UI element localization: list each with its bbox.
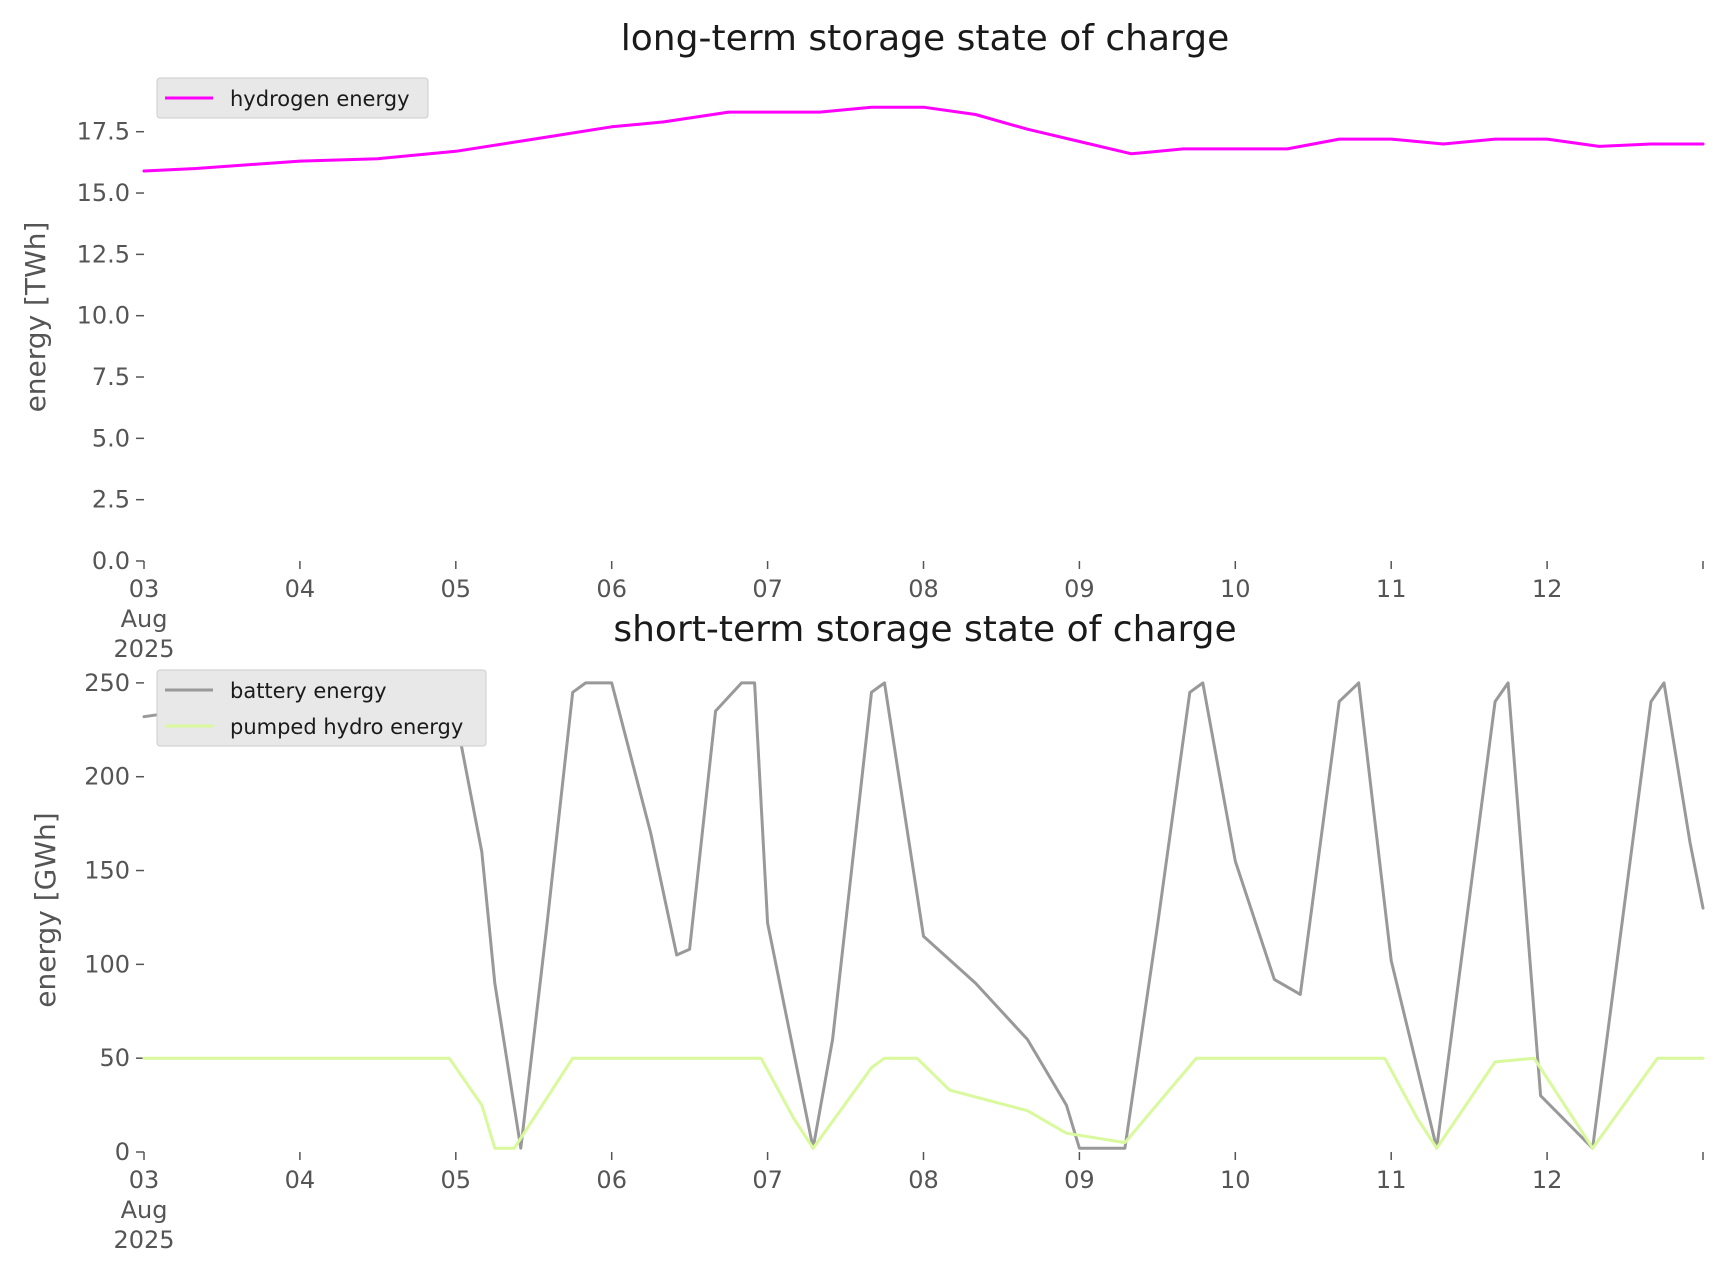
- x-tick-sublabel: 2025: [113, 635, 174, 663]
- y-tick-label: 15.0: [77, 179, 130, 207]
- x-tick-label: 07: [752, 575, 783, 603]
- series-line-pumped-hydro-energy: [142, 1056, 1705, 1150]
- legend-long-term: hydrogen energy: [156, 77, 429, 119]
- x-tick-label: 04: [285, 1166, 316, 1194]
- y-tick-label: 17.5: [77, 118, 130, 146]
- x-tick-label: 03: [129, 1166, 160, 1194]
- x-tick-label: 08: [908, 1166, 939, 1194]
- y-tick-label: 150: [84, 857, 130, 885]
- y-axis-label-short-term: energy [GWh]: [29, 812, 62, 1007]
- x-tick-label: 06: [596, 575, 627, 603]
- y-tick-label: 250: [84, 669, 130, 697]
- x-tick-label: 05: [441, 575, 472, 603]
- y-ticks-long-term: 0.0 2.5 5.0 7.5 10.0 12.5 15.0 17.5: [77, 118, 144, 575]
- series-line-hydrogen-energy: [142, 105, 1705, 173]
- panel-short-term: short-term storage state of charge energ…: [29, 609, 1705, 1254]
- panel-long-term: long-term storage state of charge energy…: [19, 18, 1705, 663]
- y-tick-label: 10.0: [77, 302, 130, 330]
- x-tick-label: 05: [441, 1166, 472, 1194]
- y-tick-label: 5.0: [92, 424, 130, 452]
- legend-box-short-term: [156, 669, 487, 747]
- x-tick-label: 03: [129, 575, 160, 603]
- x-tick-label: 10: [1220, 575, 1251, 603]
- legend-label-battery-energy: battery energy: [230, 679, 387, 703]
- x-tick-label: 08: [908, 575, 939, 603]
- y-axis-label-long-term: energy [TWh]: [19, 222, 52, 413]
- x-tick-label: 07: [752, 1166, 783, 1194]
- chart-title-long-term: long-term storage state of charge: [621, 18, 1229, 59]
- series-line-battery-energy: [142, 681, 1705, 1150]
- y-tick-label: 7.5: [92, 363, 130, 391]
- series-lines-short-term: [142, 681, 1705, 1150]
- x-tick-label: 04: [285, 575, 316, 603]
- y-tick-label: 2.5: [92, 486, 130, 514]
- x-tick-label: 11: [1376, 1166, 1407, 1194]
- x-tick-sublabel: 2025: [113, 1226, 174, 1254]
- legend-label-pumped-hydro-energy: pumped hydro energy: [230, 715, 463, 739]
- x-tick-label: 10: [1220, 1166, 1251, 1194]
- x-tick-sublabel: Aug: [121, 605, 168, 633]
- y-tick-label: 12.5: [77, 240, 130, 268]
- x-tick-sublabel: Aug: [121, 1196, 168, 1224]
- series-lines-long-term: [142, 105, 1705, 173]
- x-tick-label: 09: [1064, 575, 1095, 603]
- y-tick-label: 100: [84, 950, 130, 978]
- y-ticks-short-term: 0 50 100 150 200 250: [84, 669, 144, 1166]
- x-tick-label: 09: [1064, 1166, 1095, 1194]
- x-tick-label: 12: [1532, 575, 1563, 603]
- y-tick-label: 50: [99, 1044, 130, 1072]
- legend-short-term: battery energy pumped hydro energy: [156, 669, 487, 747]
- legend-box-long-term: [156, 77, 429, 119]
- x-tick-label: 06: [596, 1166, 627, 1194]
- chart-title-short-term: short-term storage state of charge: [613, 609, 1236, 650]
- x-tick-label: 11: [1376, 575, 1407, 603]
- y-tick-label: 200: [84, 763, 130, 791]
- y-tick-label: 0: [115, 1138, 130, 1166]
- x-tick-label: 12: [1532, 1166, 1563, 1194]
- legend-label-hydrogen-energy: hydrogen energy: [230, 87, 410, 111]
- y-tick-label: 0.0: [92, 547, 130, 575]
